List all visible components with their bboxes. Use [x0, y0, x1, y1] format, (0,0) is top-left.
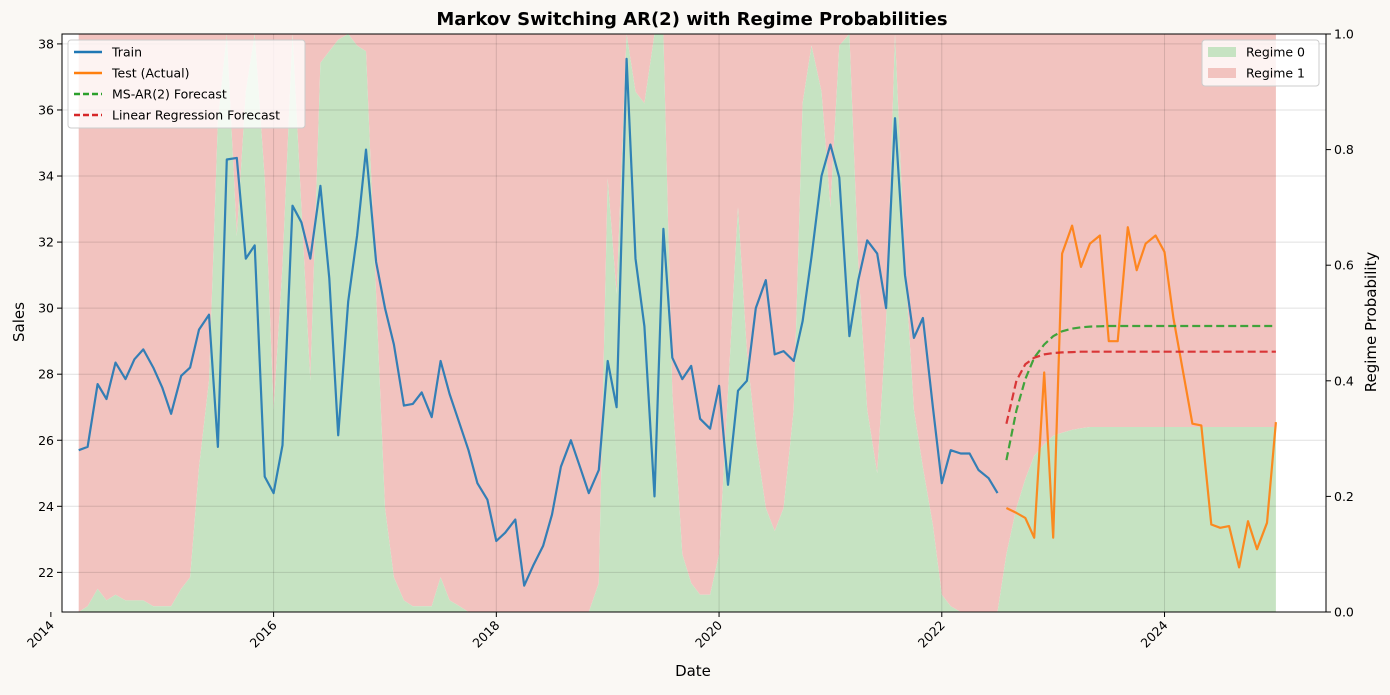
y2-tick-label: 0.8 — [1334, 142, 1354, 157]
plot-frame — [61, 33, 1327, 613]
y2-axis-label: Regime Probability — [1362, 252, 1380, 393]
linear-regression-forecast-line — [1005, 350, 1276, 424]
y2-tick-label: 0.0 — [1334, 605, 1354, 620]
train-series-line — [78, 57, 999, 587]
y-tick-label: 22 — [38, 565, 54, 580]
legend-series: Train Test (Actual) MS-AR(2) Forecast Linea… — [67, 39, 306, 129]
y2-tick-label: 0.4 — [1334, 373, 1354, 388]
legend-regime-swatch — [1208, 47, 1236, 57]
legend-regime-label: Regime 1 — [1246, 66, 1305, 81]
legend-regime-label: Regime 0 — [1246, 45, 1305, 60]
y2-tick-label: 1.0 — [1334, 27, 1354, 42]
y-tick-label: 38 — [38, 36, 54, 51]
regime-0-area — [78, 34, 1276, 612]
legend-regimes: Regime 0 Regime 1 — [1201, 39, 1320, 87]
y-tick-label: 32 — [38, 235, 54, 250]
y-tick-label: 26 — [38, 433, 54, 448]
y-tick-label: 30 — [38, 301, 54, 316]
y2-tick-label: 0.6 — [1334, 258, 1354, 273]
y-tick-label: 24 — [38, 499, 54, 514]
chart-title: Markov Switching AR(2) with Regime Proba… — [436, 9, 947, 30]
y-tick-label: 36 — [38, 102, 54, 117]
legend-series-label: MS-AR(2) Forecast — [112, 87, 227, 102]
ms-ar-forecast-line — [1005, 324, 1276, 461]
legend-series-box — [67, 39, 306, 129]
y-axis-label: Sales — [10, 302, 28, 342]
plot-area — [62, 34, 1326, 612]
legend-series-label: Train — [111, 45, 142, 60]
test-series-line — [1005, 224, 1277, 569]
legend-regime-swatch — [1208, 68, 1236, 78]
legend-series-label: Linear Regression Forecast — [112, 108, 280, 123]
legend-series-label: Test (Actual) — [111, 66, 190, 81]
y-tick-label: 28 — [38, 367, 54, 382]
x-axis-label: Date — [675, 662, 711, 680]
y2-tick-label: 0.2 — [1334, 489, 1354, 504]
y-tick-label: 34 — [38, 169, 54, 184]
